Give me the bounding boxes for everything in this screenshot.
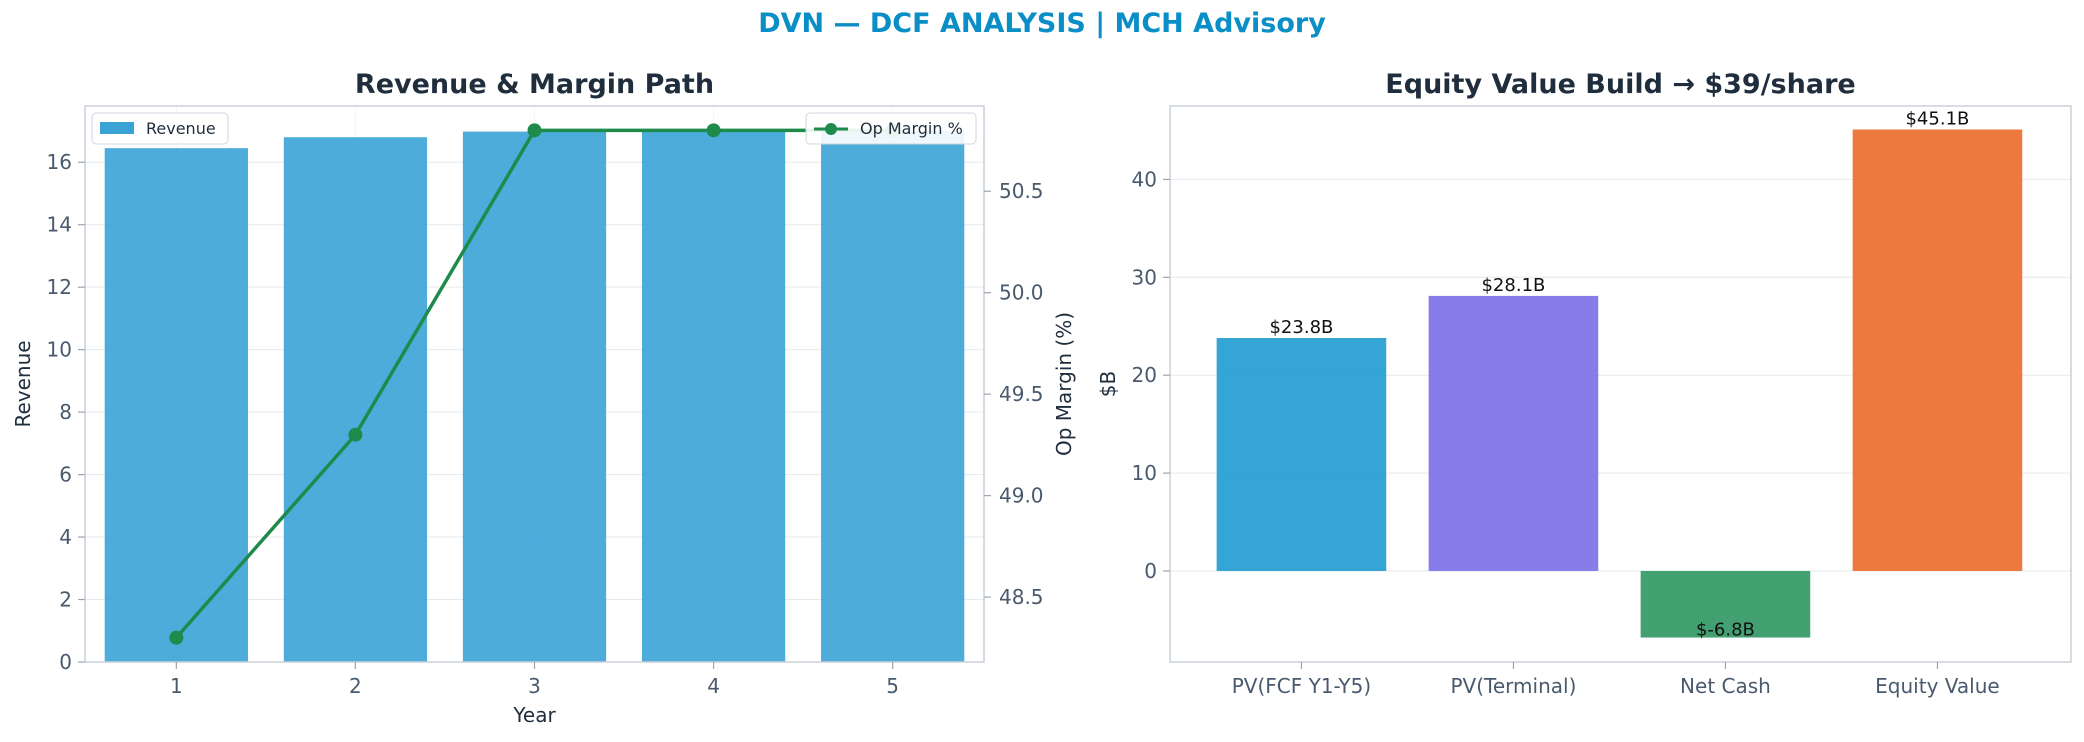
op-margin-point bbox=[527, 123, 542, 138]
revenue-legend-swatch bbox=[100, 122, 134, 134]
right-x-tick-label: PV(Terminal) bbox=[1451, 674, 1577, 698]
left-y-tick-label: 0 bbox=[59, 650, 72, 674]
left-y2-tick-label: 48.5 bbox=[999, 585, 1044, 609]
revenue-bar bbox=[283, 137, 428, 662]
left-y-tick-label: 2 bbox=[59, 588, 72, 612]
revenue-bars bbox=[104, 130, 965, 663]
left-y-ticks: 0 2 4 6 8 10 12 14 16 bbox=[47, 150, 85, 674]
equity-bar bbox=[1216, 337, 1387, 571]
revenue-legend: Revenue bbox=[91, 112, 229, 145]
equity-bar-label: $23.8B bbox=[1269, 317, 1333, 338]
right-y-tick-label: 10 bbox=[1132, 461, 1157, 485]
right-y-tick-label: 30 bbox=[1132, 265, 1157, 289]
revenue-legend-box bbox=[91, 112, 229, 145]
left-x-axis-label: Year bbox=[512, 703, 556, 727]
left-x-tick-label: 4 bbox=[707, 674, 720, 698]
right-x-tick-label: Net Cash bbox=[1680, 674, 1771, 698]
op-margin-legend: Op Margin % bbox=[805, 112, 977, 145]
left-x-tick-label: 3 bbox=[528, 674, 541, 698]
op-margin-point bbox=[169, 630, 184, 645]
equity-bar-label: $45.1B bbox=[1905, 108, 1969, 129]
left-y-tick-label: 14 bbox=[47, 213, 72, 237]
revenue-bar bbox=[641, 130, 786, 662]
right-chart-title: Equity Value Build → $39/share bbox=[1385, 69, 1855, 100]
equity-bar-label: $28.1B bbox=[1481, 275, 1545, 296]
op-margin-legend-marker bbox=[825, 123, 837, 135]
revenue-bar bbox=[462, 131, 607, 663]
revenue-legend-label: Revenue bbox=[146, 119, 216, 138]
equity-bar bbox=[1640, 570, 1811, 638]
left-y-tick-label: 8 bbox=[59, 400, 72, 424]
right-x-ticks: PV(FCF Y1-Y5) PV(Terminal) Net Cash Equity … bbox=[1232, 662, 2000, 698]
op-margin-point bbox=[348, 427, 363, 442]
left-x-tick-label: 2 bbox=[349, 674, 362, 698]
revenue-bar bbox=[104, 148, 248, 663]
op-margin-point bbox=[706, 123, 721, 138]
right-x-tick-label: Equity Value bbox=[1875, 674, 2000, 698]
right-y-tick-label: 0 bbox=[1144, 559, 1157, 583]
revenue-bar bbox=[821, 130, 965, 662]
equity-value-chart: Equity Value Build → $39/share $23.8B $28… bbox=[1096, 69, 2072, 698]
left-y2-tick-label: 49.0 bbox=[999, 484, 1044, 508]
right-y-axis-label: $B bbox=[1096, 371, 1120, 397]
left-y2-ticks: 48.5 49.0 49.5 50.0 50.5 bbox=[984, 179, 1044, 609]
left-chart-title: Revenue & Margin Path bbox=[355, 69, 714, 100]
figure-title: DVN — DCF ANALYSIS | MCH Advisory bbox=[758, 8, 1326, 39]
left-y-tick-label: 10 bbox=[47, 338, 72, 362]
left-y-tick-label: 16 bbox=[47, 150, 72, 174]
right-plot-frame bbox=[1169, 105, 2072, 663]
right-y-ticks: 0 10 20 30 40 bbox=[1132, 167, 1170, 583]
op-margin-legend-box bbox=[805, 112, 977, 145]
left-x-tick-label: 5 bbox=[886, 674, 899, 698]
left-x-tick-label: 1 bbox=[170, 674, 183, 698]
left-y2-axis-label: Op Margin (%) bbox=[1052, 312, 1076, 456]
equity-bars bbox=[1216, 129, 2023, 638]
equity-bar-label: $-6.8B bbox=[1696, 620, 1755, 641]
equity-bar bbox=[1852, 129, 2023, 571]
left-y2-tick-label: 50.5 bbox=[999, 179, 1044, 203]
left-y2-tick-label: 49.5 bbox=[999, 382, 1044, 406]
right-y-tick-label: 40 bbox=[1132, 167, 1157, 191]
right-x-tick-label: PV(FCF Y1-Y5) bbox=[1232, 674, 1371, 698]
equity-bar bbox=[1428, 295, 1599, 571]
left-y-tick-label: 12 bbox=[47, 275, 72, 299]
left-y-tick-label: 6 bbox=[59, 463, 72, 487]
equity-bar-labels: $23.8B $28.1B $-6.8B $45.1B bbox=[1269, 108, 1969, 640]
right-y-tick-label: 20 bbox=[1132, 363, 1157, 387]
op-margin-legend-label: Op Margin % bbox=[860, 119, 963, 138]
left-y2-tick-label: 50.0 bbox=[999, 281, 1044, 305]
left-y-axis-label: Revenue bbox=[11, 340, 35, 427]
left-x-ticks: 1 2 3 4 5 bbox=[170, 662, 899, 698]
left-y-tick-label: 4 bbox=[59, 525, 72, 549]
